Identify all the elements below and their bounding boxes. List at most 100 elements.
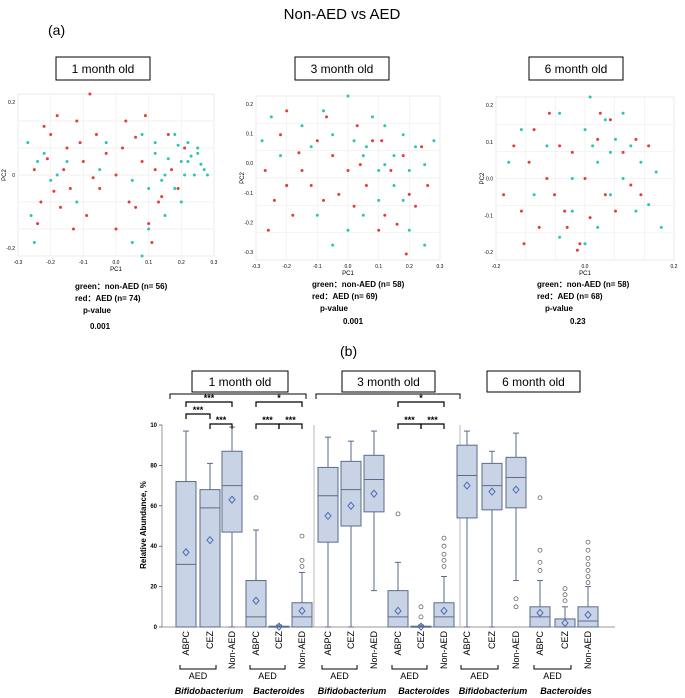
data-point-green [173,133,177,136]
x-tick-label: 0.1 [145,260,152,266]
box-iqr [387,590,409,628]
outlier-point [441,535,447,541]
group-bracket [169,393,307,399]
box-iqr [481,462,503,511]
outlier-point [299,557,305,563]
mean-marker [275,622,283,631]
data-point-red [537,225,541,229]
data-point-red [608,118,612,122]
mean-marker [417,622,425,631]
data-point-green [173,187,177,190]
pca-panel-3: 6 month old -0.2 0.0 0.2 0.2 0.1 0.0 -0.1 -0.2 PC… [480,56,678,326]
box-cez [481,450,503,628]
box-non-aed [505,432,527,610]
legend-aed: red：AED (n= 74) [75,294,141,303]
pvalue-value: 0.001 [90,322,111,331]
data-point-red [364,184,368,187]
y-tick-label: 0.2 [8,100,15,106]
box-abpc [529,495,551,628]
data-point-red [32,168,36,172]
data-point-red [596,137,600,141]
pca-panel-1: 1 month old -0.3 -0.2 -0.1 0.0 0.1 0.2 0.3 0.2 0 -… [2,56,218,331]
data-point-red [404,252,408,256]
data-point-green [36,160,40,163]
data-point-green [98,168,102,172]
data-point-red [150,241,154,244]
outlier-point [562,592,568,598]
data-point-red [55,114,59,118]
pca-panel-2: 3 month old -0.3 -0.2 -0.1 0.0 0.1 0.2 0.3 0.2 0.… [240,56,444,326]
mean-marker [324,511,332,521]
y-tick-label: -0.2 [6,246,15,252]
y-tick-label: 60 [150,504,157,510]
data-point-green [570,209,574,213]
data-point-green [26,141,30,145]
significance-stars: *** [427,415,438,425]
data-point-red [527,160,531,164]
data-point-red [104,151,108,155]
outlier-point [537,559,543,565]
data-point-green [603,118,607,122]
outlier-point [441,557,447,563]
x-tick-label: 0.2 [406,264,413,270]
x-tick-label: -0.1 [313,264,322,270]
data-point-green [147,187,151,190]
outlier-point [585,547,591,553]
box-abpc [245,495,267,628]
group-bracket [315,393,461,399]
data-point-red [583,177,587,180]
outlier-point [537,568,543,573]
data-point-red [91,176,95,180]
taxon-label: Bacteroides [398,686,450,696]
data-point-green [634,209,638,213]
y-tick-label: 0.1 [246,132,253,138]
data-point-green [377,198,381,202]
y-tick-label: 0.2 [246,102,253,108]
category-label: ABPC [462,631,472,656]
significance-bracket [209,423,233,429]
significance-stars: *** [285,415,296,425]
outlier-point [585,574,591,579]
taxon-label: Bifidobacterium [318,686,387,696]
category-label: ABPC [535,631,545,656]
data-point-green [279,154,282,158]
significance-bracket [255,401,303,407]
data-point-red [502,193,506,197]
data-point-green [608,150,612,154]
data-point-red [614,209,617,213]
outlier-point [585,561,591,567]
data-point-green [558,235,562,239]
box-non-aed [221,426,243,628]
category-label: ABPC [323,631,333,656]
data-point-red [183,146,187,150]
data-point-red [352,204,356,208]
box-cez [554,586,576,628]
category-label: CEZ [346,630,356,649]
data-point-green [545,144,549,148]
y-tick-label: 0.0 [246,161,253,167]
mean-marker [463,481,471,490]
data-point-red [519,209,523,213]
data-point-green [166,157,170,161]
data-point-green [32,241,36,244]
data-point-green [364,145,368,149]
box-abpc [456,430,478,628]
data-point-red [59,205,62,209]
mean-marker [298,606,306,616]
data-point-red [134,135,138,139]
data-point-red [36,222,40,226]
data-point-red [639,193,643,197]
data-point-red [176,187,180,190]
data-point-green [130,241,134,244]
data-point-green [588,95,592,99]
data-point-red [285,109,289,113]
data-point-green [583,128,587,132]
age-title-box [486,370,581,393]
y-tick-label: -0.1 [484,213,493,219]
data-point-red [157,200,160,204]
data-point-green [196,146,200,150]
legend-aed: red：AED (n= 68) [537,292,603,301]
x-tick-label: -0.3 [252,264,261,270]
box-cez [268,622,290,631]
x-tick-label: 0.0 [345,264,352,270]
